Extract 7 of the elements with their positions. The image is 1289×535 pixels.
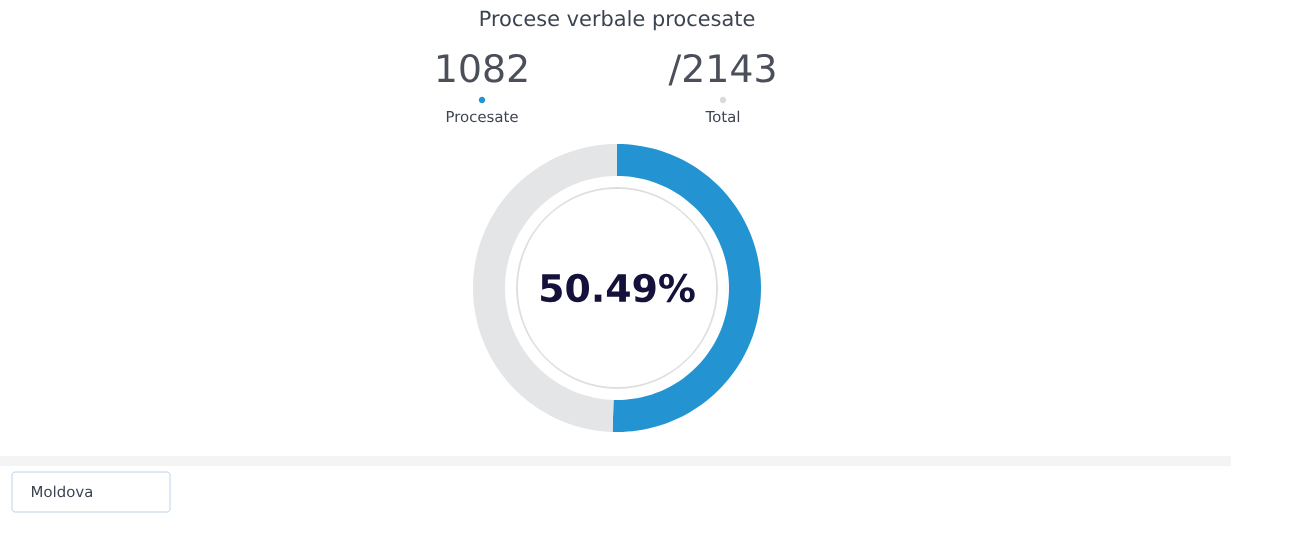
text: /2143	[668, 53, 775, 86]
chart-title: Procese verbale procesate	[480, 10, 755, 31]
legend-label: Procesate	[446, 111, 518, 123]
text: Moldova	[31, 485, 92, 498]
text: 1082	[437, 53, 527, 83]
data-label: 50.49%	[541, 273, 695, 303]
legend-label: Total	[705, 110, 740, 123]
